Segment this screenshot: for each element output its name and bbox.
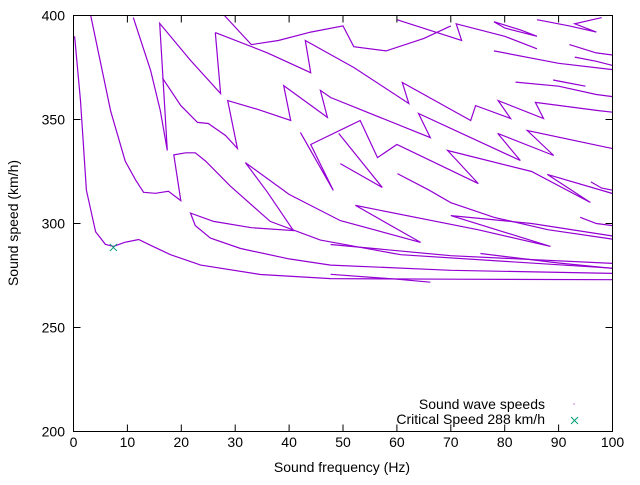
y-tick-label: 400 <box>42 8 66 24</box>
sound-wave-curve-2 <box>189 162 613 274</box>
legend-label-critical-speed: Critical Speed 288 km/h <box>396 411 545 427</box>
x-tick-label: 40 <box>281 434 297 450</box>
sound-wave-curve-14 <box>493 21 538 37</box>
x-tick-label: 60 <box>389 434 405 450</box>
plot-curves <box>74 15 613 283</box>
sound-wave-curve-22 <box>590 181 613 191</box>
sound-wave-curve-5 <box>330 273 431 283</box>
x-tick-label: 80 <box>497 434 513 450</box>
critical-speed-x-icon <box>109 243 118 252</box>
sound-wave-curve-10 <box>338 133 383 189</box>
sound-wave-curve-8 <box>161 77 613 162</box>
legend-label-sound-wave-speeds: Sound wave speeds <box>419 396 545 412</box>
sound-wave-curve-1 <box>90 15 613 269</box>
x-tick-label: 100 <box>601 434 625 450</box>
x-tick-label: 20 <box>174 434 190 450</box>
critical-markers <box>109 243 118 252</box>
x-tick-label: 30 <box>227 434 243 450</box>
sound-wave-curve-9 <box>299 119 613 204</box>
y-tick-label: 250 <box>42 320 66 336</box>
x-tick-label: 70 <box>443 434 459 450</box>
sound-wave-curve-13 <box>396 19 538 50</box>
sound-wave-curve-18 <box>553 79 586 87</box>
sound-wave-curve-11 <box>397 173 613 240</box>
sound-wave-curve-17 <box>493 50 613 71</box>
legend: Sound wave speeds Critical Speed 288 km/… <box>396 396 579 427</box>
sound-wave-curve-7 <box>215 32 613 122</box>
sound-wave-curve-6 <box>132 17 222 151</box>
sound-wave-curve-20 <box>536 17 602 33</box>
sound-wave-curve-12 <box>223 15 452 52</box>
x-axis-label: Sound frequency (Hz) <box>274 459 410 475</box>
x-tick-labels: 0 10 20 30 40 50 60 70 80 90 100 <box>70 434 625 450</box>
x-tick-label: 50 <box>335 434 351 450</box>
legend-swatch-dot <box>573 403 575 405</box>
y-tick-labels: 200 250 300 350 400 <box>42 8 66 440</box>
sound-wave-curve-19 <box>574 56 613 66</box>
x-tick-label: 0 <box>70 434 78 450</box>
sound-wave-curve-4 <box>480 252 613 269</box>
y-tick-label: 350 <box>42 112 66 128</box>
sound-wave-curve-16 <box>515 81 613 98</box>
y-tick-label: 200 <box>42 424 66 440</box>
legend-swatch-x-icon <box>570 416 579 425</box>
sound-wave-curve-15 <box>569 44 613 56</box>
y-tick-label: 300 <box>42 216 66 232</box>
sound-wave-curve-3 <box>330 243 613 264</box>
y-axis-label: Sound speed (km/h) <box>5 160 21 286</box>
sound-wave-curve-21 <box>579 216 613 227</box>
x-tick-label: 10 <box>120 434 136 450</box>
axis-ticks <box>73 15 613 432</box>
sound-wave-curve-0 <box>74 36 613 281</box>
x-tick-label: 90 <box>551 434 567 450</box>
